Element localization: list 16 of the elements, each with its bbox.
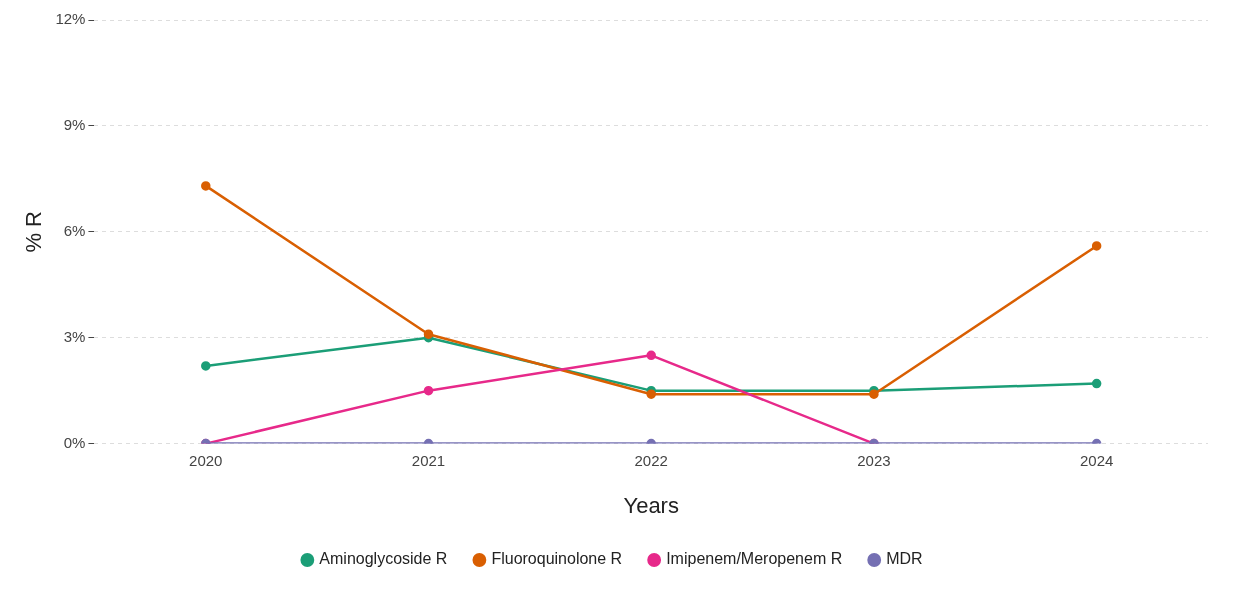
y-tick-label: 3% [63,327,86,345]
x-tick-label: 2023 [857,451,891,469]
x-tick-label: 2020 [189,451,223,469]
y-axis-title: % R [21,211,47,253]
legend-label: Fluoroquinolone R [491,550,623,568]
y-tick-label: 12% [55,10,86,28]
x-tick-label: 2022 [634,451,668,469]
x-axis-title: Years [623,492,679,518]
y-tick-label: 0% [63,433,86,451]
legend-label: Imipenem/Meropenem R [666,550,843,568]
legend-label: MDR [886,550,923,568]
y-tick-label: 6% [63,221,86,239]
x-tick-label: 2024 [1079,451,1114,469]
y-tick-label: 9% [63,116,86,134]
x-tick-label: 2021 [411,451,446,469]
legend-label: Aminoglycoside R [319,550,448,568]
